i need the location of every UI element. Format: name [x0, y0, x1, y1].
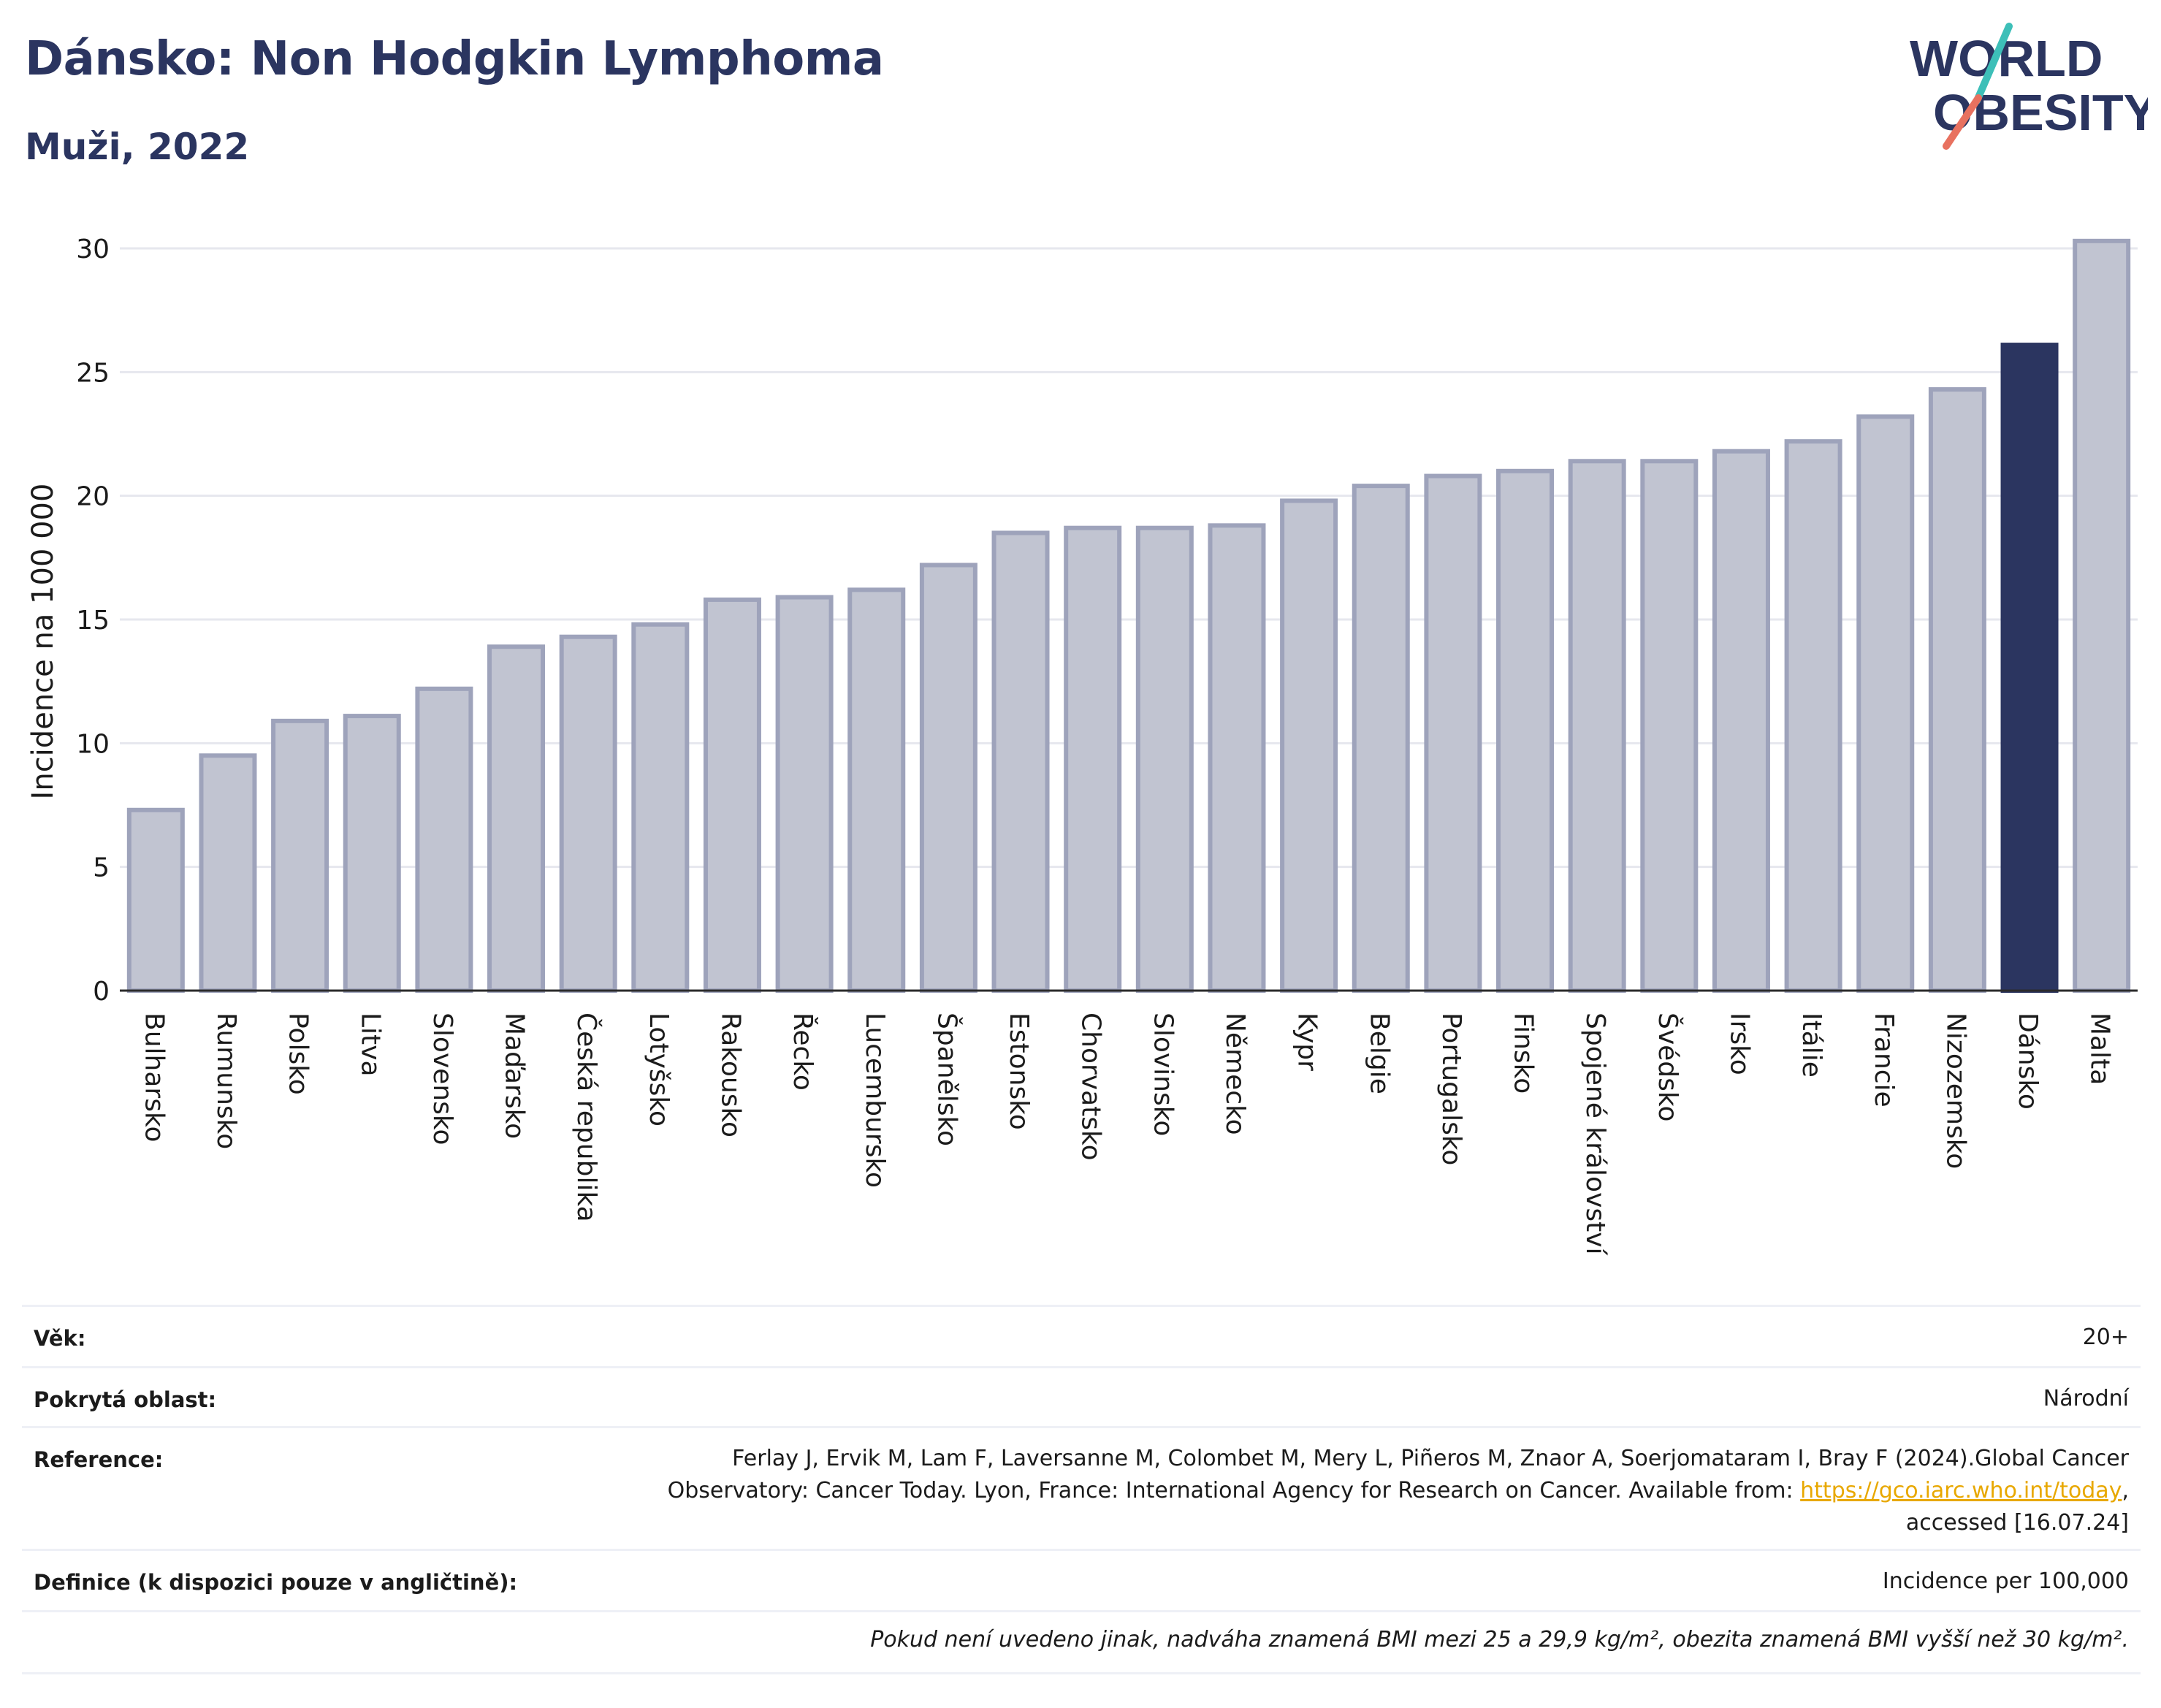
- bar: [1496, 468, 1555, 993]
- x-tick-label: Lotyšsko: [644, 1013, 674, 1126]
- x-tick-label: Rakousko: [715, 1013, 745, 1137]
- x-tick-label: Španělsko: [931, 1013, 962, 1146]
- bar: [1208, 523, 1266, 993]
- x-tick-label: Estonsko: [1004, 1013, 1034, 1130]
- reference-link[interactable]: https://gco.iarc.who.int/today: [1800, 1478, 2122, 1503]
- definition-value: Incidence per 100,000: [1882, 1568, 2129, 1594]
- bar: [487, 644, 546, 994]
- info-row-reference: Reference: Ferlay J, Ervik M, Lam F, Lav…: [22, 1426, 2141, 1551]
- definition-label: Definice (k dispozici pouze v angličtině…: [34, 1570, 518, 1595]
- bar: [271, 718, 329, 993]
- x-tick-label: Slovensko: [427, 1013, 457, 1145]
- bar: [559, 634, 617, 993]
- bar: [1784, 439, 1842, 993]
- footnote: Pokud není uvedeno jinak, nadváha znamen…: [870, 1627, 2129, 1652]
- reference-line-1: Ferlay J, Ervik M, Lam F, Laversanne M, …: [732, 1446, 2129, 1471]
- bar: [199, 753, 257, 994]
- bar: [991, 530, 1050, 993]
- bar-chart: 0 5 10 15 20 25 30 Incidence na 100 000 Bulharsk…: [26, 235, 2138, 1256]
- y-tick-label: 15: [76, 606, 110, 636]
- y-tick-label: 30: [76, 235, 110, 264]
- bar: [1856, 414, 1915, 993]
- bar: [631, 622, 690, 993]
- reference-line-2-text: Observatory: Cancer Today. Lyon, France:…: [667, 1478, 1794, 1503]
- bar: [415, 686, 473, 993]
- bar: [1135, 525, 1194, 993]
- x-tick-label: Lucembursko: [860, 1013, 890, 1188]
- x-tick-label: Finsko: [1509, 1013, 1539, 1094]
- bar: [1424, 473, 1482, 993]
- x-tick-label: Řecko: [788, 1013, 818, 1091]
- x-tick-label: Bulharsko: [139, 1013, 169, 1143]
- world-obesity-logo: WORLD OBESITY: [1910, 23, 2148, 150]
- x-tick-label: Portugalsko: [1436, 1013, 1466, 1165]
- logo-slash-top: [1973, 23, 2013, 104]
- bar: [847, 587, 906, 993]
- bar: [126, 807, 185, 993]
- x-tick-label: Dánsko: [2013, 1013, 2043, 1110]
- info-row-age: Věk: 20+: [22, 1305, 2141, 1368]
- bar: [1712, 449, 1770, 993]
- x-tick-label: Malta: [2085, 1013, 2115, 1085]
- area-label: Pokrytá oblast:: [34, 1387, 217, 1412]
- info-row-footnote: Pokud není uvedeno jinak, nadváha znamen…: [22, 1610, 2141, 1674]
- age-value: 20+: [2082, 1324, 2129, 1350]
- x-tick-label: Francie: [1869, 1013, 1899, 1107]
- page-title: Dánsko: Non Hodgkin Lymphoma: [25, 32, 884, 86]
- x-tick-label: Česká republika: [571, 1013, 602, 1222]
- reference-line-2: Observatory: Cancer Today. Lyon, France:…: [667, 1478, 2129, 1503]
- bar: [1568, 459, 1626, 993]
- bar: [1640, 459, 1699, 993]
- x-tick-label: Rumunsko: [211, 1013, 241, 1149]
- x-tick-label: Itálie: [1796, 1013, 1826, 1078]
- bar: [343, 714, 401, 994]
- bar: [775, 595, 834, 993]
- x-tick-label: Kypr: [1292, 1013, 1322, 1071]
- x-tick-label: Nizozemsko: [1940, 1013, 1970, 1169]
- bar: [1280, 498, 1338, 993]
- bar: [1064, 525, 1122, 993]
- bar: [703, 597, 761, 993]
- y-tick-label: 20: [76, 482, 110, 512]
- bar: [2073, 238, 2131, 994]
- y-axis-label: Incidence na 100 000: [26, 484, 60, 800]
- bar-highlight: [2000, 343, 2059, 993]
- age-label: Věk:: [34, 1326, 86, 1351]
- x-tick-label: Belgie: [1364, 1013, 1394, 1094]
- y-tick-label: 5: [93, 853, 110, 883]
- page-subtitle: Muži, 2022: [25, 126, 250, 168]
- area-value: Národní: [2043, 1386, 2129, 1411]
- info-row-definition: Definice (k dispozici pouze v angličtině…: [22, 1549, 2141, 1612]
- info-row-area: Pokrytá oblast: Národní: [22, 1366, 2141, 1428]
- reference-value: Ferlay J, Ervik M, Lam F, Laversanne M, …: [668, 1443, 2129, 1539]
- x-tick-label: Litva: [355, 1013, 385, 1077]
- x-tick-label: Chorvatsko: [1076, 1013, 1106, 1161]
- x-tick-label: Polsko: [283, 1013, 313, 1095]
- x-tick-label: Slovinsko: [1148, 1013, 1178, 1136]
- y-tick-label: 0: [93, 977, 110, 1007]
- x-tick-label: Švédsko: [1653, 1013, 1683, 1122]
- x-tick-label: Irsko: [1724, 1013, 1754, 1075]
- reference-line-3: accessed [16.07.24]: [1905, 1510, 2129, 1536]
- x-tick-label: Německo: [1220, 1013, 1250, 1135]
- bar: [1352, 484, 1410, 993]
- logo-slash-bottom: [1943, 94, 1982, 150]
- x-tick-label: Spojené království: [1580, 1013, 1610, 1256]
- reference-label: Reference:: [34, 1447, 164, 1472]
- y-tick-label: 25: [76, 358, 110, 388]
- x-tick-label: Maďarsko: [500, 1013, 530, 1139]
- bar: [1928, 387, 1986, 993]
- y-tick-label: 10: [76, 729, 110, 759]
- bar: [919, 563, 977, 993]
